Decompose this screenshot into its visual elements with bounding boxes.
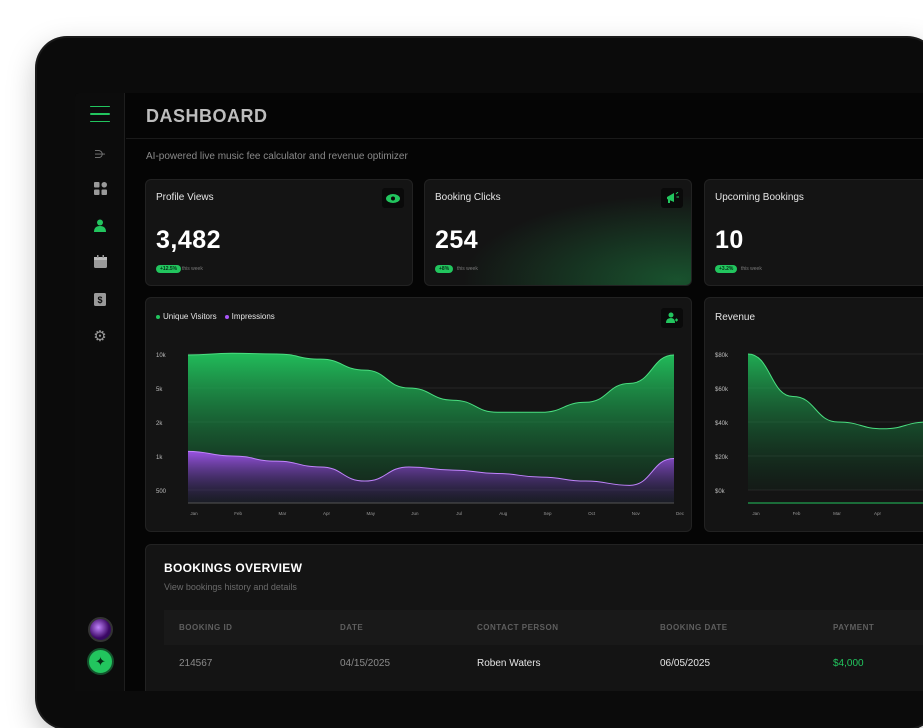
stat-value: 254 xyxy=(435,226,479,254)
stat-badge: +12.5% xyxy=(156,265,182,273)
y-tick-label: 500 xyxy=(156,489,167,495)
y-tick-label: 5k xyxy=(156,387,163,393)
cell-booking-date: 06/05/2025 xyxy=(660,658,711,669)
x-tick-label: Sep xyxy=(543,511,552,516)
hamburger-menu-icon[interactable] xyxy=(87,103,113,125)
x-tick-label: May xyxy=(366,511,375,516)
stat-value: 10 xyxy=(715,226,744,254)
chart-title: Revenue xyxy=(715,312,756,323)
user-icon[interactable] xyxy=(87,214,113,236)
y-tick-label: $0k xyxy=(715,489,726,495)
x-tick-label: Jan xyxy=(190,511,198,516)
column-header-booking-id[interactable]: BOOKING ID xyxy=(179,623,233,632)
y-tick-label: 1k xyxy=(156,455,163,461)
x-tick-label: Apr xyxy=(874,511,882,516)
sparkle-icon: ✦ xyxy=(95,653,106,669)
stat-title: Upcoming Bookings xyxy=(715,192,804,203)
stat-note: this week xyxy=(741,266,762,272)
calendar-icon-svg xyxy=(93,254,107,268)
calendar-icon[interactable] xyxy=(87,250,113,272)
series-area-unique-visitors xyxy=(188,353,674,503)
bookings-overview-card: BOOKINGS OVERVIEW View bookings history … xyxy=(145,544,923,691)
dashboard-grid-icon-svg xyxy=(93,181,107,195)
stat-card-profile-views[interactable]: Profile Views 3,482 +12.5% this week xyxy=(145,179,413,286)
megaphone-icon-svg xyxy=(666,192,679,203)
column-header-date[interactable]: DATE xyxy=(340,623,364,632)
column-header-payment[interactable]: PAYMENT xyxy=(833,623,875,632)
megaphone-icon[interactable] xyxy=(661,188,683,208)
x-tick-label: Feb xyxy=(793,511,801,516)
sidebar: ⋺ $ ⚙ ✦ xyxy=(75,93,125,691)
stat-title: Booking Clicks xyxy=(435,192,501,203)
x-tick-label: Jan xyxy=(752,511,760,516)
y-tick-label: $80k xyxy=(715,353,729,359)
stat-value: 3,482 xyxy=(156,226,222,254)
app-screen: ⋺ $ ⚙ ✦ DASHBOARD AI-powered live music … xyxy=(75,93,923,691)
y-tick-label: 10k xyxy=(156,353,167,359)
x-tick-label: Jul xyxy=(456,511,462,516)
stat-note: this week xyxy=(182,266,203,272)
x-tick-label: Apr xyxy=(323,511,331,516)
legend-item-impressions[interactable]: Impressions xyxy=(224,312,275,321)
dollar-icon[interactable]: $ xyxy=(87,288,113,310)
cell-booking-id: 214567 xyxy=(179,658,213,669)
stat-badge: +3.2% xyxy=(715,265,738,273)
eye-icon-svg xyxy=(386,193,400,203)
header: DASHBOARD xyxy=(126,93,923,139)
page-title: DASHBOARD xyxy=(146,106,268,126)
x-tick-label: Feb xyxy=(234,511,242,516)
stat-title: Profile Views xyxy=(156,192,214,203)
y-tick-label: 2k xyxy=(156,421,163,427)
user-icon-svg xyxy=(94,219,106,232)
x-tick-label: Mar xyxy=(833,511,841,516)
gear-icon[interactable]: ⚙ xyxy=(93,328,107,345)
series-line-impressions xyxy=(187,450,675,486)
user-plus-icon[interactable] xyxy=(661,308,683,328)
y-tick-label: $60k xyxy=(715,387,729,393)
revenue-area-chart: $80k $60k $40k $20k $0k Jan Feb Mar Apr xyxy=(715,353,923,516)
bookings-subtitle: View bookings history and details xyxy=(164,582,297,592)
column-header-contact-person[interactable]: CONTACT PERSON xyxy=(477,623,559,632)
stat-card-booking-clicks[interactable]: Booking Clicks 254 +8% this week xyxy=(424,179,692,286)
cell-payment: $4,000 xyxy=(833,658,864,669)
x-tick-label: Aug xyxy=(499,511,508,516)
svg-text:$: $ xyxy=(97,295,102,305)
visitors-area-chart: 10k 5k 2k 1k 500 Jan Feb Mar Apr May Jun Jul Aug Sep O… xyxy=(156,352,685,516)
column-header-booking-date[interactable]: BOOKING DATE xyxy=(660,623,728,632)
chart-legend: Unique Visitors Impressions xyxy=(156,312,275,321)
series-area-impressions xyxy=(188,451,674,503)
y-tick-label: $40k xyxy=(715,421,729,427)
revenue-line xyxy=(747,353,923,430)
x-tick-label: Oct xyxy=(588,511,596,516)
visitors-chart-card: Unique Visitors Impressions 10k 5k 2k 1k 500… xyxy=(145,297,692,532)
x-tick-label: Mar xyxy=(278,511,286,516)
ai-assistant-button[interactable]: ✦ xyxy=(87,648,114,675)
x-tick-label: Nov xyxy=(632,511,641,516)
page-subtitle: AI-powered live music fee calculator and… xyxy=(146,151,408,162)
bookings-title: BOOKINGS OVERVIEW xyxy=(164,561,303,575)
user-plus-icon-svg xyxy=(666,312,678,323)
cell-date: 04/15/2025 xyxy=(340,658,391,669)
series-line-unique-visitors xyxy=(187,352,675,413)
eye-icon[interactable] xyxy=(382,188,404,208)
dollar-icon-svg: $ xyxy=(94,292,106,306)
avatar[interactable] xyxy=(88,617,113,642)
dashboard-grid-icon[interactable] xyxy=(87,177,113,199)
x-tick-label: Dec xyxy=(676,511,685,516)
collapse-icon[interactable]: ⋺ xyxy=(94,148,106,161)
revenue-chart-card: Revenue $80k $60k $40k $20k $0k Jan Feb Mar Apr xyxy=(704,297,923,532)
stat-badge: +8% xyxy=(435,265,454,273)
y-tick-label: $20k xyxy=(715,455,729,461)
cell-contact-person: Roben Waters xyxy=(477,658,541,669)
stat-note: this week xyxy=(457,266,478,272)
stat-card-upcoming-bookings[interactable]: Upcoming Bookings 10 +3.2% this week xyxy=(704,179,923,286)
table-header-row xyxy=(164,610,923,645)
x-tick-label: Jun xyxy=(411,511,419,516)
legend-item-visitors[interactable]: Unique Visitors xyxy=(156,312,217,321)
